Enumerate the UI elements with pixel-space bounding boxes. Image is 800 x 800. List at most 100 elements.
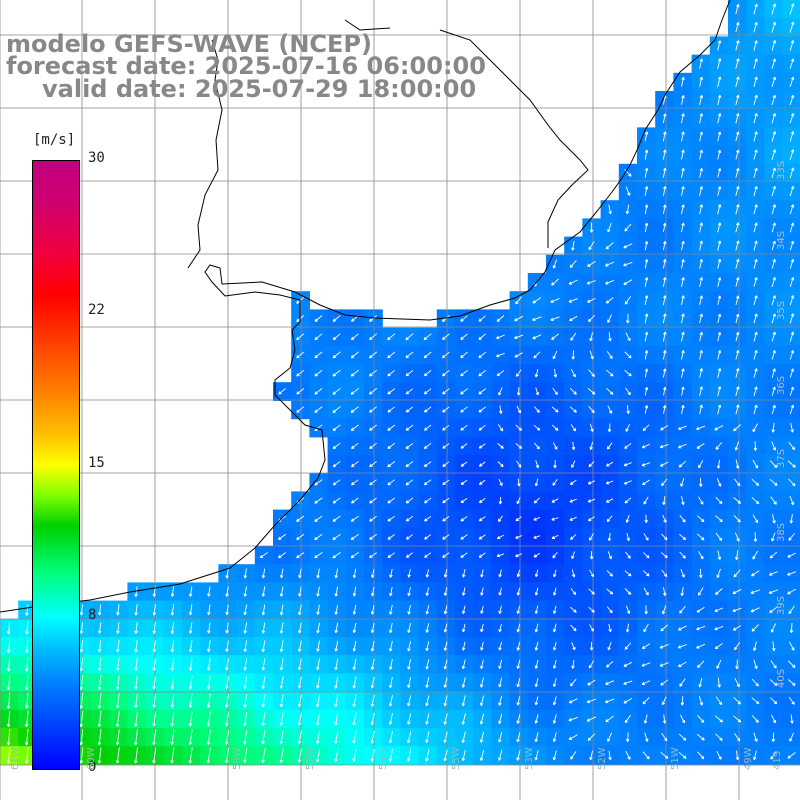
wind-arrow — [681, 204, 685, 215]
wind-arrow — [681, 167, 685, 178]
wind-arrow — [460, 461, 468, 467]
border-line — [439, 29, 589, 248]
wind-arrow — [717, 204, 722, 215]
wind-arrow — [717, 186, 722, 196]
wind-arrow — [279, 748, 284, 763]
wind-arrow — [606, 515, 613, 523]
wind-arrow — [625, 387, 631, 396]
wind-arrow — [735, 22, 740, 33]
wind-arrow — [696, 733, 705, 741]
wind-arrow — [442, 424, 450, 431]
wind-arrow — [297, 694, 302, 708]
wind-arrow — [641, 462, 651, 467]
wind-arrow — [134, 711, 138, 727]
wind-arrow — [589, 750, 594, 761]
wind-arrow — [623, 680, 633, 685]
wind-arrow — [389, 604, 393, 615]
wind-arrow — [314, 351, 323, 359]
wind-arrow — [681, 222, 685, 233]
wind-arrow — [188, 693, 193, 708]
wind-arrow — [769, 478, 778, 486]
wind-arrow — [388, 731, 394, 744]
wind-arrow — [587, 679, 596, 686]
wind-arrow — [478, 388, 487, 395]
wind-arrow — [460, 552, 468, 558]
wind-arrow — [662, 167, 667, 178]
wind-arrow — [479, 731, 485, 743]
wind-arrow — [624, 351, 632, 359]
latitude-label: 40S — [776, 668, 787, 688]
wind-arrow — [224, 711, 230, 727]
wind-arrow — [478, 424, 486, 431]
wind-arrow — [516, 460, 522, 468]
wind-arrow — [625, 623, 630, 633]
wind-arrow — [696, 606, 705, 613]
wind-arrow — [369, 424, 377, 431]
wind-arrow — [496, 352, 505, 358]
wind-arrow — [224, 747, 230, 764]
wind-arrow — [423, 333, 432, 341]
wind-arrow — [152, 657, 157, 671]
wind-arrow — [461, 749, 466, 762]
wind-arrow — [789, 240, 795, 251]
wind-arrow — [735, 386, 740, 397]
wind-arrow — [623, 279, 633, 285]
wind-arrow — [534, 478, 539, 487]
wind-arrow — [369, 461, 377, 468]
wind-arrow — [699, 295, 703, 306]
wind-arrow — [407, 587, 411, 597]
wind-arrow — [442, 406, 450, 413]
wind-arrow — [316, 712, 321, 726]
wind-arrow — [751, 697, 760, 705]
wind-arrow — [334, 622, 339, 634]
wind-arrow — [717, 295, 722, 305]
wind-arrow — [369, 333, 377, 341]
wind-arrow — [496, 370, 505, 377]
wind-arrow — [115, 747, 120, 764]
wind-arrow — [551, 517, 559, 521]
wind-arrow — [790, 423, 794, 433]
wind-arrow — [298, 568, 302, 579]
wind-arrow — [735, 185, 740, 197]
wind-arrow — [405, 497, 414, 504]
title-forecast-date: forecast date: 2025-07-16 06:00:00 — [6, 52, 486, 80]
wind-arrow — [134, 622, 138, 634]
wind-arrow — [787, 571, 797, 576]
wind-arrow — [753, 659, 758, 670]
wind-arrow — [314, 406, 323, 413]
wind-arrow — [516, 587, 521, 596]
wind-arrow — [188, 711, 193, 727]
wind-arrow — [498, 677, 503, 688]
wind-arrow — [753, 222, 758, 233]
wind-arrow — [170, 711, 175, 727]
wind-arrow — [623, 480, 632, 485]
wind-arrow — [478, 333, 486, 340]
wind-arrow — [261, 568, 266, 579]
wind-arrow — [332, 533, 341, 541]
wind-arrow — [423, 442, 432, 449]
wind-arrow — [278, 533, 287, 540]
wind-arrow — [771, 313, 776, 324]
wind-arrow — [350, 387, 359, 395]
wind-arrow — [6, 729, 11, 746]
wind-arrow — [534, 569, 539, 578]
wind-arrow — [732, 588, 742, 595]
wind-arrow — [553, 368, 558, 378]
wind-cell — [782, 691, 800, 711]
wind-arrow — [715, 496, 723, 505]
wind-arrow — [350, 351, 359, 359]
wind-arrow — [460, 479, 468, 485]
wind-arrow — [735, 131, 740, 142]
wind-arrow — [753, 204, 758, 215]
wind-arrow — [478, 443, 486, 449]
wind-arrow — [460, 534, 468, 540]
wind-arrow — [571, 569, 576, 578]
wind-arrow — [424, 516, 432, 522]
wind-arrow — [533, 442, 540, 450]
wind-arrow — [498, 749, 503, 761]
wind-arrow — [641, 662, 651, 667]
wind-arrow — [715, 515, 723, 523]
wind-arrow — [605, 242, 614, 250]
wind-arrow — [697, 715, 705, 723]
wind-arrow — [370, 712, 375, 726]
